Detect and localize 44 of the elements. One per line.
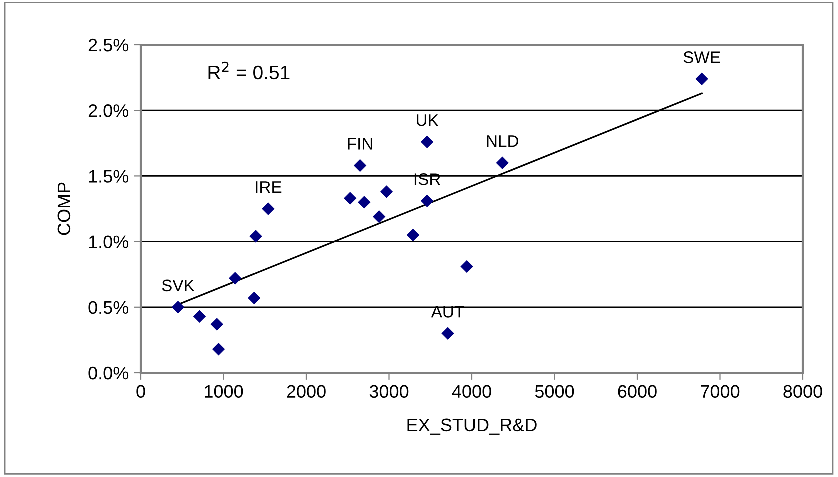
point	[420, 136, 434, 148]
point	[354, 159, 367, 172]
y-tick-label: 2.5%	[88, 38, 129, 52]
point	[248, 292, 261, 305]
point	[250, 230, 262, 243]
annotation: NLD	[487, 136, 518, 148]
point	[193, 310, 206, 323]
point	[420, 194, 434, 208]
y-tick-label: 0.5%	[88, 301, 129, 314]
x-tick-label: 3000	[370, 385, 409, 398]
point	[172, 301, 185, 314]
point	[442, 327, 454, 340]
annotation: SWE	[684, 52, 720, 64]
y-tick-label: 1.5%	[89, 170, 129, 183]
point	[406, 228, 420, 242]
annotation: IRE	[256, 182, 282, 194]
x-tick-label: 7000	[701, 385, 740, 398]
point	[228, 272, 242, 285]
y-tick-label: 2.0%	[88, 104, 129, 118]
x-tick-label: 5000	[535, 385, 574, 398]
point	[212, 343, 226, 356]
x-tick-label: 1000	[205, 385, 244, 398]
x-tick-label: 8000	[784, 385, 822, 398]
annotation: SVK	[162, 280, 195, 292]
annotation: R$^{2}$ = 0.51	[208, 62, 290, 80]
point	[262, 202, 275, 216]
point	[210, 318, 224, 331]
y-axis-title: COMP	[58, 182, 71, 236]
annotation: FIN	[348, 138, 372, 150]
point	[372, 210, 386, 224]
point	[696, 72, 708, 86]
point	[344, 192, 357, 205]
x-tick-label: 0	[136, 385, 146, 398]
x-tick-label: 4000	[452, 385, 492, 398]
x-tick-label: 2000	[287, 385, 326, 398]
y-tick-label: 1.0%	[89, 236, 129, 249]
annotation: UK	[417, 114, 439, 126]
x-axis-title: EX_STUD_R&D	[408, 418, 537, 435]
y-tick-label: 0.0%	[88, 366, 129, 380]
point	[460, 260, 474, 274]
point	[380, 186, 394, 198]
point	[496, 156, 509, 170]
x-tick-label: 6000	[618, 385, 657, 398]
point	[358, 196, 371, 209]
